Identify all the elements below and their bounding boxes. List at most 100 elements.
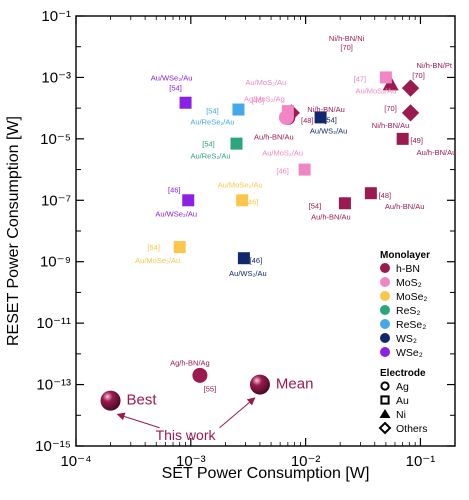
reference-label: [46]	[276, 167, 289, 176]
reference-label: [54]	[206, 107, 219, 116]
device-label: Au/MoS₂/Au	[355, 86, 396, 95]
data-point-mos2-square	[379, 71, 392, 84]
legend-swatch-mos2	[380, 277, 390, 287]
legend-label-wse2: WSe₂	[396, 347, 423, 359]
data-point-mose2-square	[173, 241, 186, 254]
device-label: Ni/h-BN/Au	[307, 105, 345, 114]
legend-electrode-label: Ni	[396, 409, 406, 421]
reference-label: [54]	[324, 115, 337, 124]
data-point-h-bn-diamond	[401, 104, 420, 122]
y-tick-label: 10⁻¹⁵	[35, 438, 71, 455]
data-point-h-bn-diamond	[401, 79, 420, 97]
reference-label: [54]	[309, 201, 322, 210]
data-point-mos2-square	[298, 163, 311, 176]
data-point-h-bn-square	[364, 187, 377, 200]
data-point-h-bn-square	[338, 197, 351, 210]
legend-swatch-res2	[380, 305, 390, 315]
point-labels: [70]Ni/h-BN/Ni[70]Ni/h-BN/Pt[70]Ni/h-BN/…	[135, 34, 456, 393]
device-label: Au/WSe₂/Au	[151, 74, 193, 83]
reference-label: [48]	[379, 191, 392, 200]
device-label: Au/MoSe₂/Au	[218, 180, 263, 189]
legend-label-rese2: ReSe₂	[396, 319, 426, 331]
device-label: Au/MoSe₂/Au	[135, 256, 180, 265]
this-work-arrow-mean	[219, 397, 256, 429]
legend-label-res2: ReS₂	[396, 305, 421, 317]
device-label: Ni/h-BN/Ni	[329, 34, 365, 43]
reference-label: [47]	[354, 74, 367, 83]
y-tick-label: 10⁻¹	[41, 8, 71, 25]
device-label: Ag/MoS₂/Ag	[244, 94, 285, 103]
legend-swatch-rese2	[380, 319, 390, 329]
x-tick-label: 10⁻¹	[406, 453, 436, 470]
y-tick-label: 10⁻⁷	[41, 192, 71, 209]
reference-label: [70]	[384, 104, 397, 113]
reference-label: [70]	[412, 71, 425, 80]
x-tick-label: 10⁻²	[291, 453, 321, 470]
reference-label: [70]	[340, 43, 353, 52]
this-work-group: Best Mean This work	[100, 374, 314, 443]
data-point-res2-square	[230, 137, 243, 150]
axis-ticks: 10⁻⁴ 10⁻³ 10⁻² 10⁻¹ 10⁻¹⁵ 10⁻¹³ 10⁻¹¹ 10⁻⁹ 10⁻⁷ 1…	[35, 8, 455, 470]
x-tick-label: 10⁻³	[176, 453, 206, 470]
y-tick-label: 10⁻³	[41, 69, 71, 86]
this-work-point-best	[100, 390, 121, 411]
legend-marker-triangle	[379, 409, 391, 418]
legend-marker-diamond	[378, 421, 392, 435]
reference-label: [49]	[410, 136, 423, 145]
x-axis-title: SET Power Consumption [W]	[162, 465, 370, 482]
legend-electrode-label: Others	[396, 423, 428, 435]
reference-label: [46]	[246, 197, 259, 206]
device-label: Ag/h-BN/Ag	[170, 358, 210, 367]
reference-label: [55]	[204, 384, 217, 393]
y-tick-label: 10⁻⁵	[40, 131, 71, 148]
this-work-point-mean	[249, 374, 270, 395]
device-label: Au/WS₂/Au	[310, 126, 348, 135]
legend-swatch-h-bn	[380, 263, 390, 273]
reference-label: [54]	[147, 243, 160, 252]
legend: Monolayer h-BN MoS₂ MoSe₂ ReS₂ ReSe₂ WS₂ WSe₂ El…	[378, 250, 430, 435]
device-label: Au/ReSe₂/Au	[190, 118, 234, 127]
data-point-ws2-square	[237, 252, 250, 265]
device-label: Au/MoS₂/Au	[262, 149, 303, 158]
data-point-ws2-square	[314, 111, 327, 124]
device-label: Ni/h-BN/Au	[372, 121, 410, 130]
device-label: Au/h-BN/Au	[417, 148, 457, 157]
data-point-h-bn-square	[396, 132, 409, 145]
this-work-point-label: Mean	[276, 376, 314, 393]
this-work-arrow-best	[116, 412, 160, 429]
data-point-mos2-circle	[278, 109, 294, 125]
legend-label-h-bn: h-BN	[396, 263, 420, 275]
y-axis-title: RESET Power Consumption [W]	[5, 116, 22, 346]
this-work-point-label: Best	[127, 392, 158, 409]
data-points	[173, 71, 420, 383]
legend-swatch-ws2	[380, 333, 390, 343]
reference-label: [46]	[168, 185, 181, 194]
legend-electrode-title: Electrode	[380, 368, 426, 379]
reference-label: [54]	[169, 84, 182, 93]
data-point-wse2-square	[179, 96, 192, 109]
data-point-rese2-square	[232, 103, 245, 116]
legend-label-mose2: MoSe₂	[396, 291, 428, 303]
legend-electrode-label: Au	[396, 395, 409, 407]
legend-swatch-mose2	[380, 291, 390, 301]
y-tick-label: 10⁻⁹	[40, 254, 71, 271]
legend-electrode-label: Ag	[396, 381, 409, 393]
device-label: Au/MoS₂/Au	[245, 78, 286, 87]
device-label: Au/h-BN/Au	[254, 132, 294, 141]
data-point-wse2-square	[182, 194, 195, 207]
device-label: Au/h-BN/Au	[385, 202, 425, 211]
legend-monolayer-title: Monolayer	[380, 250, 430, 261]
reference-label: [46]	[250, 256, 263, 265]
device-label: Au/WS₂/Au	[229, 269, 267, 278]
legend-label-mos2: MoS₂	[396, 277, 422, 289]
reference-label: [54]	[202, 140, 215, 149]
legend-marker-circle	[380, 381, 390, 391]
device-label: Ni/h-BN/Pt	[417, 61, 453, 70]
device-label: Au/ReS₂/Au	[190, 152, 230, 161]
y-tick-label: 10⁻¹³	[36, 377, 71, 394]
data-point-h-bn-circle	[192, 367, 208, 383]
this-work-caption: This work	[156, 427, 217, 443]
reference-label: [46]	[252, 96, 265, 105]
legend-label-ws2: WS₂	[396, 333, 417, 345]
